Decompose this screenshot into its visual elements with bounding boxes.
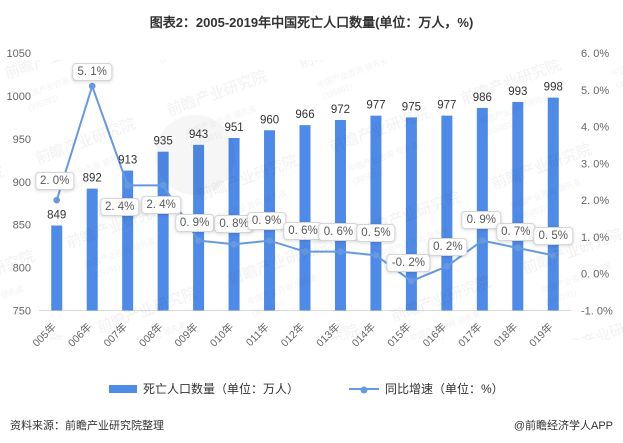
svg-text:6. 0%: 6. 0% xyxy=(581,48,609,60)
svg-text:1050: 1050 xyxy=(7,48,31,60)
